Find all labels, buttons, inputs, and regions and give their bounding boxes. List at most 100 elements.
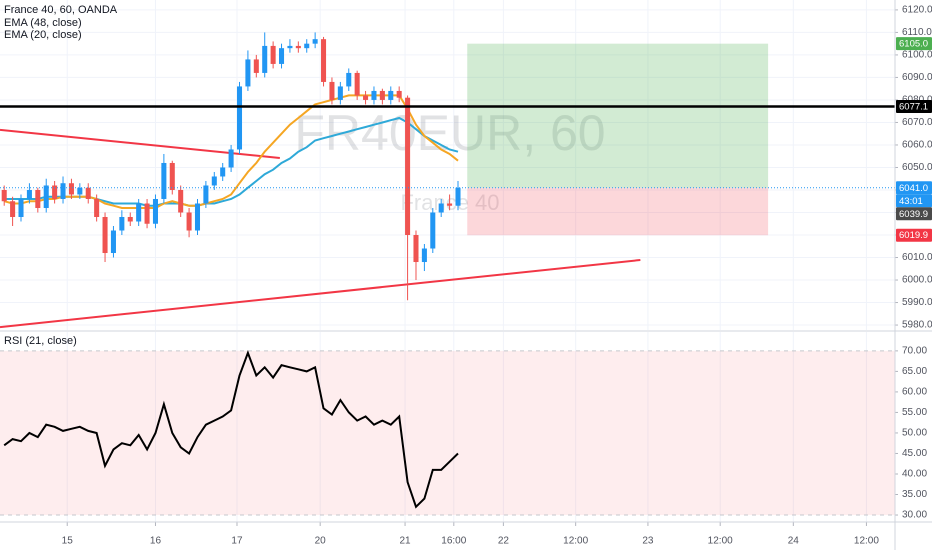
candle-body xyxy=(388,90,394,100)
y-tick-label: 70.00 xyxy=(902,346,927,357)
candle-body xyxy=(379,90,385,100)
candle-body xyxy=(169,162,175,190)
y-tick-label: 50.00 xyxy=(902,428,927,439)
x-tick-label: 12:00 xyxy=(708,536,733,547)
candle-body xyxy=(363,95,369,100)
axes: 15 16 17 20 21 16:00 22 12:00 23 12:00 24 12:00 5980… xyxy=(62,5,932,547)
price-label-box xyxy=(896,207,932,221)
candle-body xyxy=(287,45,293,49)
candle-body xyxy=(26,189,32,199)
y-tick-label: 55.00 xyxy=(902,407,927,418)
price-label: 6077.1 xyxy=(899,101,928,112)
x-tick-label: 20 xyxy=(315,536,327,547)
trendline xyxy=(0,258,641,329)
candle-body xyxy=(447,203,453,206)
rsi-title: RSI (21, close) xyxy=(4,335,77,347)
candle-body xyxy=(18,198,24,217)
symbol-title: France 40, 60, OANDA xyxy=(4,4,118,16)
candle-body xyxy=(110,230,116,254)
price-label-box xyxy=(896,37,932,51)
candle-body xyxy=(203,185,209,204)
candle-body xyxy=(220,167,226,177)
price-label-box xyxy=(896,99,932,113)
candle-body xyxy=(304,43,310,49)
candle-body xyxy=(186,212,192,231)
y-tick-label: 6110.0 xyxy=(902,27,932,38)
candle-body xyxy=(236,86,243,150)
x-tick-label: 17 xyxy=(231,536,243,547)
candle-body xyxy=(438,203,444,213)
price-label: 6041.0 xyxy=(899,183,928,194)
candle-body xyxy=(1,189,7,202)
price-label-box xyxy=(896,228,932,242)
x-tick-label: 16 xyxy=(150,536,162,547)
x-tick-label: 21 xyxy=(399,536,411,547)
candle-body xyxy=(253,59,259,73)
y-tick-label: 5990.0 xyxy=(902,297,932,308)
candle-body xyxy=(245,59,251,87)
candle-body xyxy=(295,45,301,49)
candle-body xyxy=(77,187,83,195)
x-tick-label: 15 xyxy=(62,536,74,547)
candle-body xyxy=(262,45,268,73)
price-label: 6019.9 xyxy=(899,230,928,241)
candle-body xyxy=(94,198,100,217)
y-tick-label: 6000.0 xyxy=(902,275,932,286)
candle-body xyxy=(405,97,411,236)
candle-body xyxy=(194,203,201,231)
candle-body xyxy=(321,39,327,82)
price-label: 6039.9 xyxy=(899,209,928,220)
y-tick-label: 6060.0 xyxy=(902,140,932,151)
candle-body xyxy=(371,90,377,100)
candle-body xyxy=(10,201,16,217)
x-tick-label: 23 xyxy=(642,536,654,547)
rsi-line xyxy=(3,350,459,509)
candle-body xyxy=(152,198,158,224)
candle-body xyxy=(102,216,108,254)
rsi-band xyxy=(0,350,895,516)
candle-body xyxy=(43,185,49,208)
y-tick-label: 6100.0 xyxy=(902,50,932,61)
y-tick-label: 30.00 xyxy=(902,510,927,521)
y-tick-label: 6050.0 xyxy=(902,162,932,173)
y-tick-label: 45.00 xyxy=(902,448,927,459)
candle-body xyxy=(127,216,133,222)
candle-body xyxy=(211,176,217,186)
candle-body xyxy=(144,203,150,224)
y-tick-label: 6090.0 xyxy=(902,72,932,83)
y-tick-label: 5980.0 xyxy=(902,320,932,331)
position-target-zone xyxy=(467,43,769,188)
legend-entry: EMA (48, close) xyxy=(4,17,82,29)
candle-body xyxy=(430,212,436,249)
candle-body xyxy=(455,187,461,206)
candle-body xyxy=(35,189,41,208)
price-label-box xyxy=(896,181,932,195)
y-tick-label: 35.00 xyxy=(902,489,927,500)
x-tick-label: 22 xyxy=(498,536,510,547)
x-tick-label: 12:00 xyxy=(563,536,588,547)
price-label: 6105.0 xyxy=(899,39,928,50)
candle-body xyxy=(413,235,419,263)
x-tick-label: 12:00 xyxy=(854,536,879,547)
y-tick-label: 6010.0 xyxy=(902,252,932,263)
x-tick-label: 16:00 xyxy=(441,536,466,547)
y-tick-label: 60.00 xyxy=(902,387,927,398)
candle-body xyxy=(312,39,318,44)
grid xyxy=(0,0,895,522)
y-tick-label: 6120.0 xyxy=(902,5,932,16)
candle-body xyxy=(52,185,58,199)
watermark: FR40EUR, 60 xyxy=(294,105,605,161)
candle-body xyxy=(421,248,427,263)
legend-entry: EMA (20, close) xyxy=(4,29,82,41)
candle-body xyxy=(178,189,184,213)
candle-body xyxy=(346,72,352,87)
position-stop-zone xyxy=(467,187,769,236)
candle-body xyxy=(85,187,91,199)
y-tick-label: 65.00 xyxy=(902,366,927,377)
price-label: 43:01 xyxy=(899,196,923,207)
candle-body xyxy=(60,183,66,199)
candle-body xyxy=(270,45,276,64)
candle-body xyxy=(396,90,402,98)
